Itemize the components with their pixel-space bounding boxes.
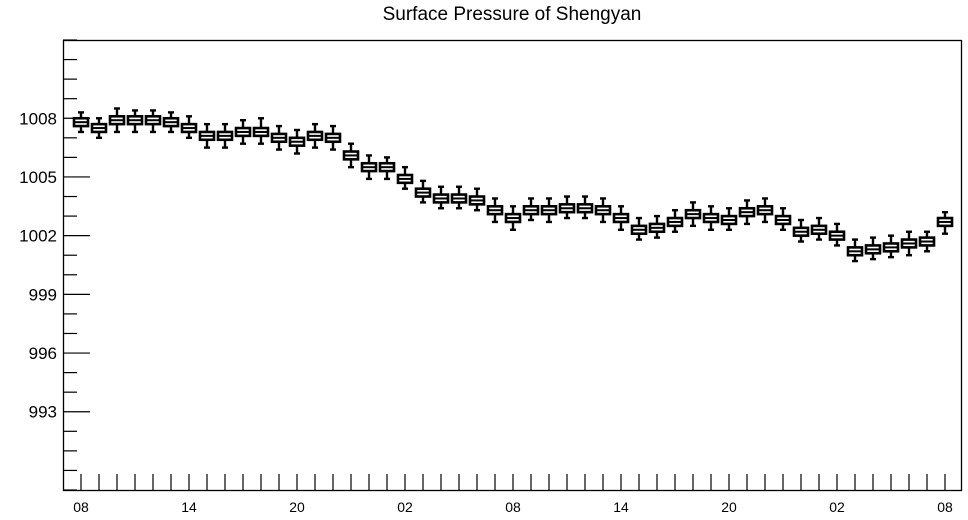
box-mark bbox=[504, 205, 522, 231]
x-tick-label: 08 bbox=[505, 499, 521, 515]
box-mark bbox=[306, 122, 324, 149]
box-mark bbox=[252, 117, 270, 145]
x-tick-label: 14 bbox=[181, 499, 197, 515]
box-mark bbox=[126, 109, 144, 134]
box-mark bbox=[270, 124, 288, 151]
box-mark bbox=[594, 197, 612, 224]
box-mark bbox=[612, 205, 630, 231]
box-mark bbox=[702, 205, 720, 231]
box-mark bbox=[90, 117, 108, 140]
box-series bbox=[72, 107, 954, 263]
box-mark bbox=[396, 165, 414, 190]
box-mark bbox=[810, 216, 828, 241]
box-mark bbox=[882, 234, 900, 259]
box-mark bbox=[576, 195, 594, 220]
y-axis: 993 996 999 1002 1005 1008 bbox=[19, 39, 90, 491]
box-mark bbox=[234, 119, 252, 145]
box-mark bbox=[792, 218, 810, 243]
y-tick-label: 1005 bbox=[19, 168, 57, 187]
box-mark bbox=[432, 185, 450, 210]
box-mark bbox=[828, 222, 846, 247]
box-mark bbox=[522, 197, 540, 222]
box-mark bbox=[738, 199, 756, 226]
box-mark bbox=[72, 111, 90, 134]
y-tick-label: 1002 bbox=[19, 227, 57, 246]
box-mark bbox=[324, 124, 342, 151]
box-mark bbox=[486, 197, 504, 224]
y-tick-label: 996 bbox=[29, 344, 57, 363]
y-tick-label: 993 bbox=[29, 403, 57, 422]
box-mark bbox=[342, 142, 360, 169]
box-mark bbox=[378, 156, 396, 181]
box-mark bbox=[666, 209, 684, 233]
box-mark bbox=[900, 230, 918, 257]
chart-title: Surface Pressure of Shengyan bbox=[382, 4, 642, 25]
box-mark bbox=[558, 195, 576, 220]
box-mark bbox=[450, 185, 468, 210]
x-tick-label: 02 bbox=[829, 499, 845, 515]
box-mark bbox=[108, 107, 126, 134]
box-mark bbox=[144, 109, 162, 134]
box-mark bbox=[216, 122, 234, 149]
box-mark bbox=[414, 179, 432, 204]
box-mark bbox=[756, 197, 774, 224]
box-mark bbox=[162, 111, 180, 134]
box-mark bbox=[684, 201, 702, 228]
x-tick-label: 20 bbox=[721, 499, 737, 515]
box-mark bbox=[540, 197, 558, 224]
box-mark bbox=[288, 128, 306, 155]
box-mark bbox=[360, 154, 378, 181]
x-tick-label: 20 bbox=[289, 499, 305, 515]
x-tick-label: 08 bbox=[73, 499, 89, 515]
box-mark bbox=[648, 214, 666, 239]
x-axis: 08 14 20 02 08 14 20 02 08 bbox=[73, 474, 953, 515]
plot-frame bbox=[62, 39, 963, 492]
box-mark bbox=[180, 115, 198, 140]
box-mark bbox=[630, 216, 648, 241]
box-mark bbox=[864, 236, 882, 261]
box-mark bbox=[468, 187, 486, 212]
y-tick-label: 999 bbox=[29, 285, 57, 304]
x-tick-label: 14 bbox=[613, 499, 629, 515]
x-tick-label: 08 bbox=[937, 499, 953, 515]
y-tick-label: 1008 bbox=[19, 109, 57, 128]
box-mark bbox=[918, 230, 936, 253]
box-mark bbox=[936, 210, 954, 235]
box-mark bbox=[774, 207, 792, 231]
x-tick-label: 02 bbox=[397, 499, 413, 515]
box-mark bbox=[198, 122, 216, 149]
box-mark bbox=[720, 207, 738, 231]
box-mark bbox=[846, 238, 864, 263]
